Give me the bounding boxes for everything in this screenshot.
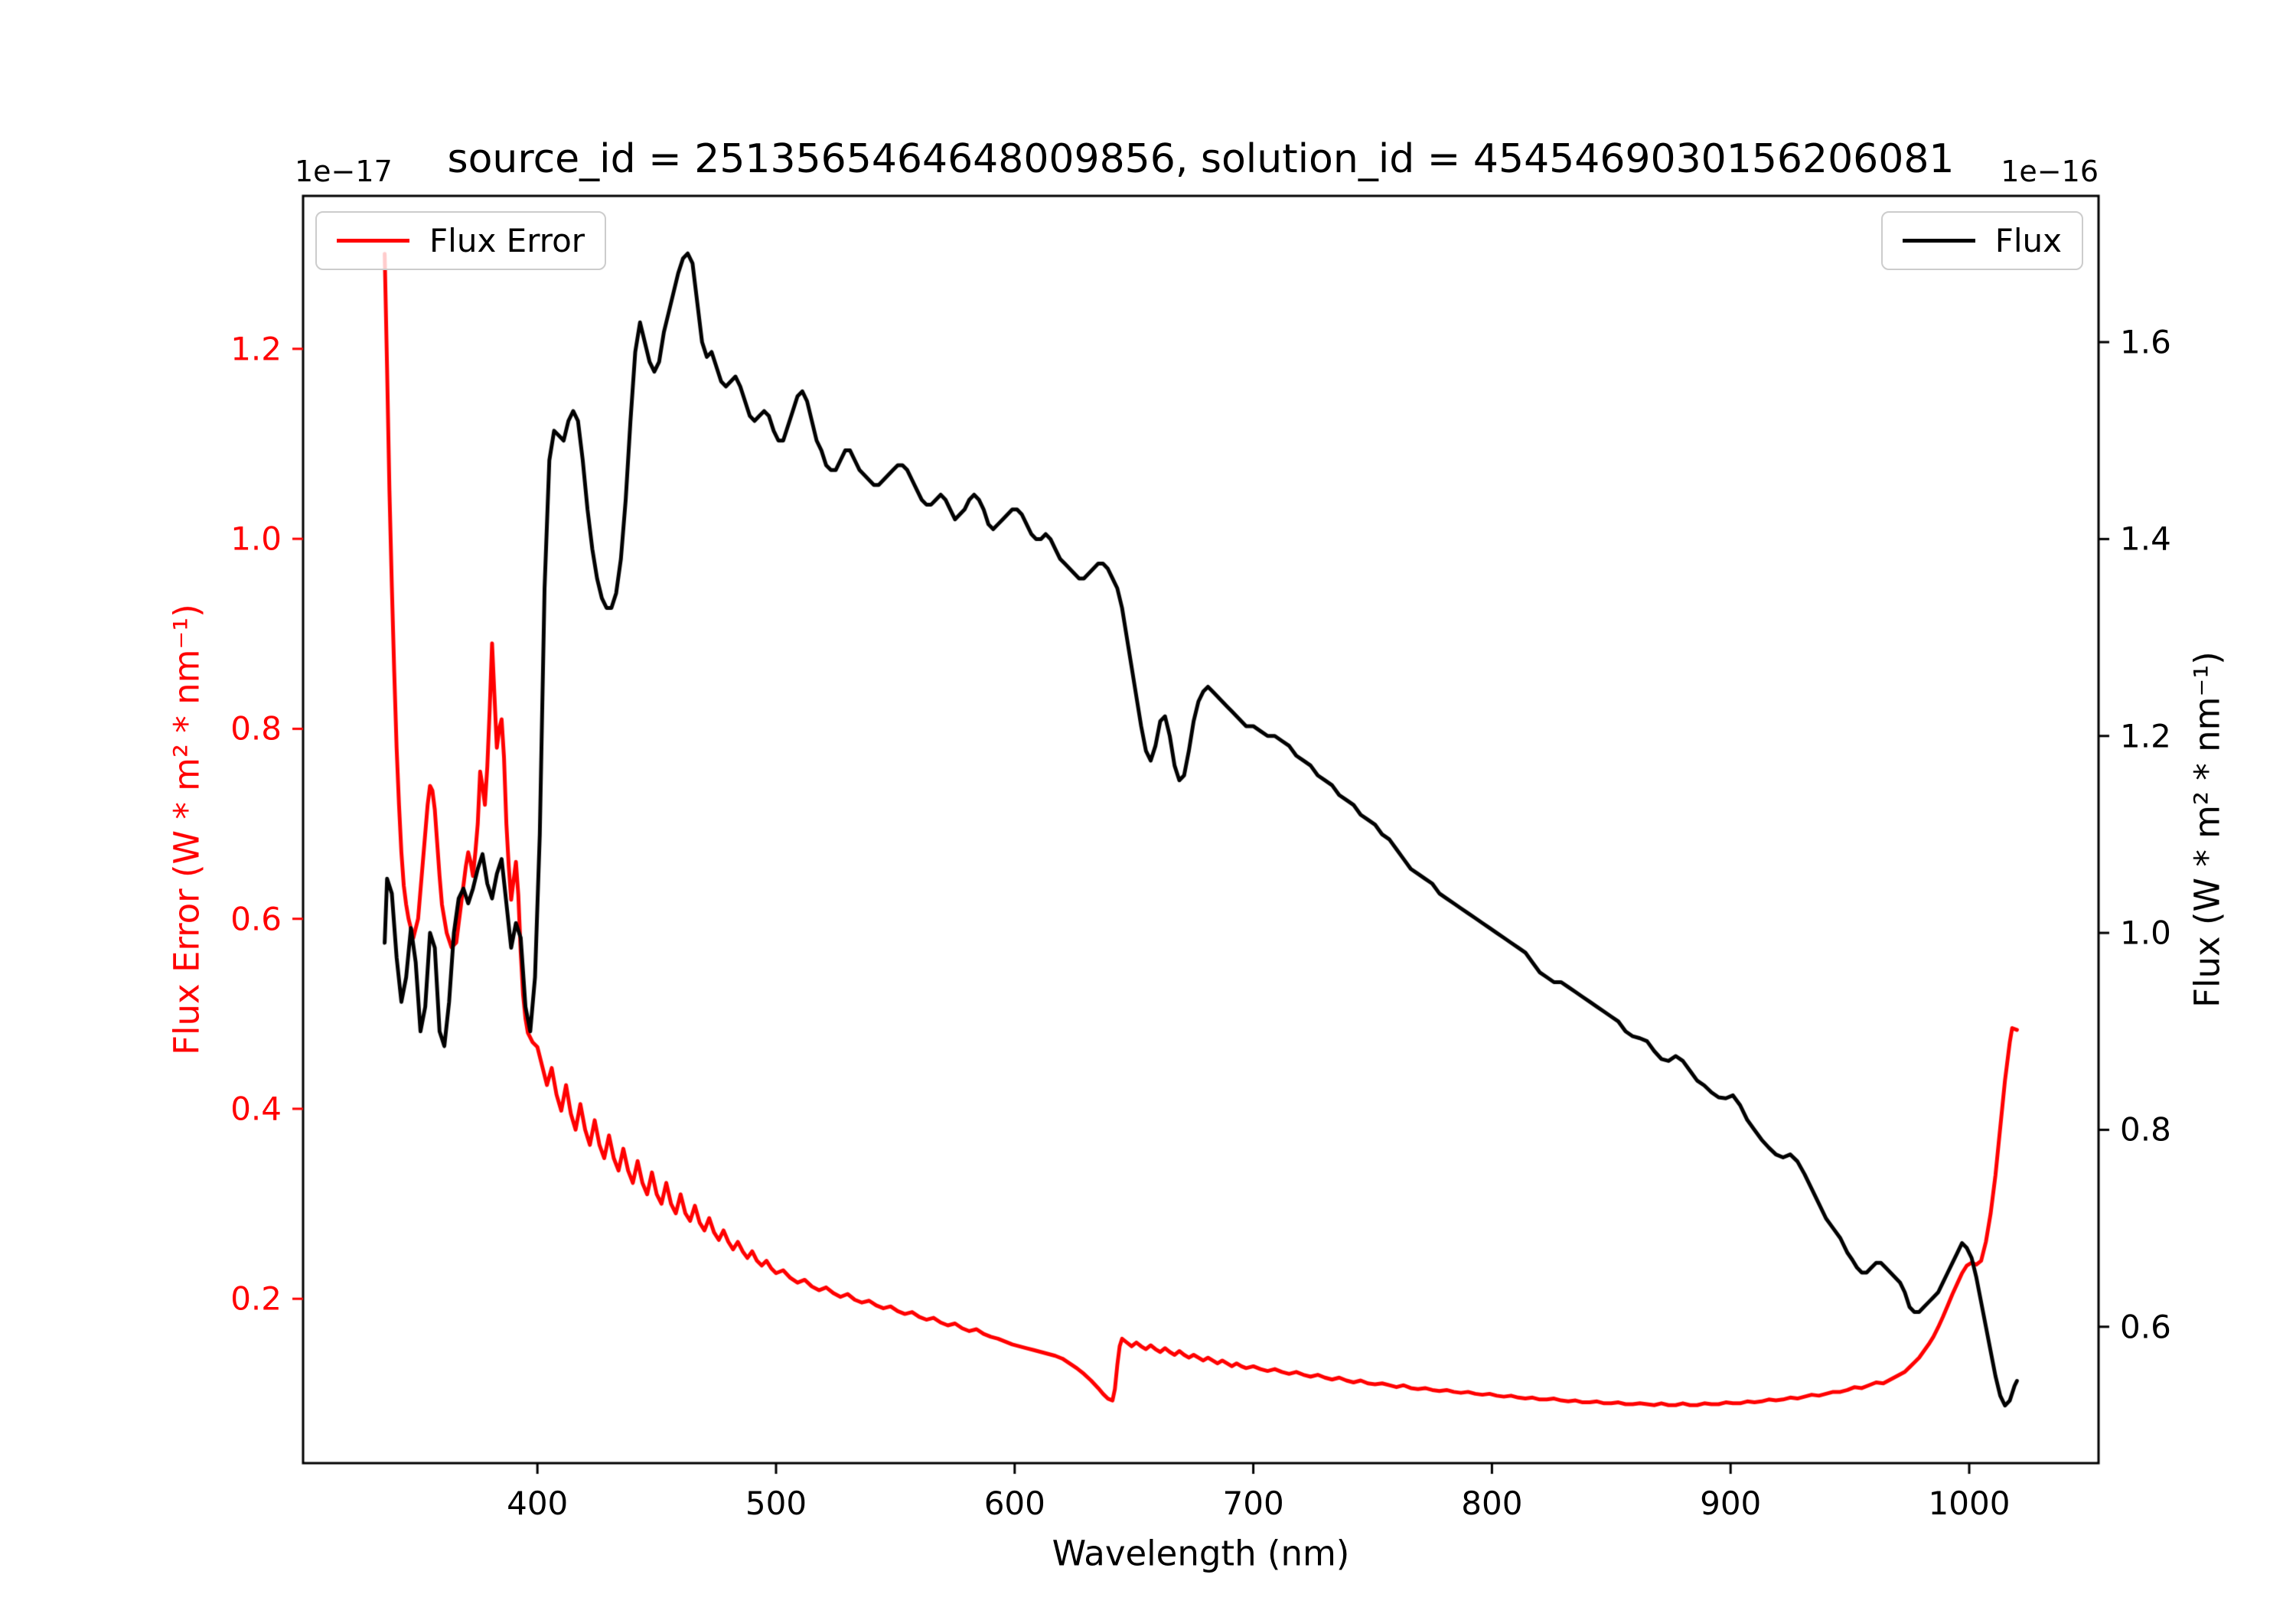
- chart-title: source_id = 2513565464648009856, solutio…: [447, 136, 1955, 182]
- left-y-tick-label: 0.8: [230, 709, 282, 748]
- legend-flux-error-label: Flux Error: [429, 222, 585, 259]
- x-tick-label: 600: [983, 1485, 1045, 1522]
- left-axis-offset-text: 1e−17: [295, 155, 393, 188]
- right-y-tick-label: 1.6: [2120, 323, 2171, 361]
- right-y-tick-label: 1.2: [2120, 717, 2171, 755]
- left-y-tick-label: 0.6: [230, 900, 282, 938]
- left-y-tick-label: 1.2: [230, 330, 282, 368]
- x-tick-label: 400: [507, 1485, 569, 1522]
- x-tick-label: 800: [1461, 1485, 1523, 1522]
- legend-flux: Flux: [1880, 211, 2083, 270]
- flux-legend-line: [1902, 239, 1975, 243]
- right-axis-offset-text: 1e−16: [2001, 155, 2099, 188]
- x-tick-label: 900: [1700, 1485, 1762, 1522]
- x-tick-label: 500: [745, 1485, 807, 1522]
- right-y-tick-label: 0.6: [2120, 1308, 2171, 1346]
- legend-flux-error: Flux Error: [315, 211, 607, 270]
- left-y-tick-label: 0.4: [230, 1090, 282, 1128]
- x-tick-label: 1000: [1928, 1485, 2011, 1522]
- x-axis-label: Wavelength (nm): [1052, 1533, 1350, 1574]
- left-axis-label: Flux Error (W * m² * nm⁻¹): [166, 604, 207, 1055]
- flux-error-legend-line: [337, 239, 409, 243]
- right-y-tick-label: 1.0: [2120, 914, 2171, 952]
- left-y-tick-label: 1.0: [230, 520, 282, 558]
- x-tick-label: 700: [1222, 1485, 1284, 1522]
- right-y-tick-label: 1.4: [2120, 520, 2171, 558]
- legend-flux-label: Flux: [1994, 222, 2062, 259]
- left-y-tick-label: 0.2: [230, 1279, 282, 1318]
- right-axis-label: Flux (W * m² * nm⁻¹): [2187, 651, 2228, 1008]
- right-y-tick-label: 0.8: [2120, 1110, 2171, 1149]
